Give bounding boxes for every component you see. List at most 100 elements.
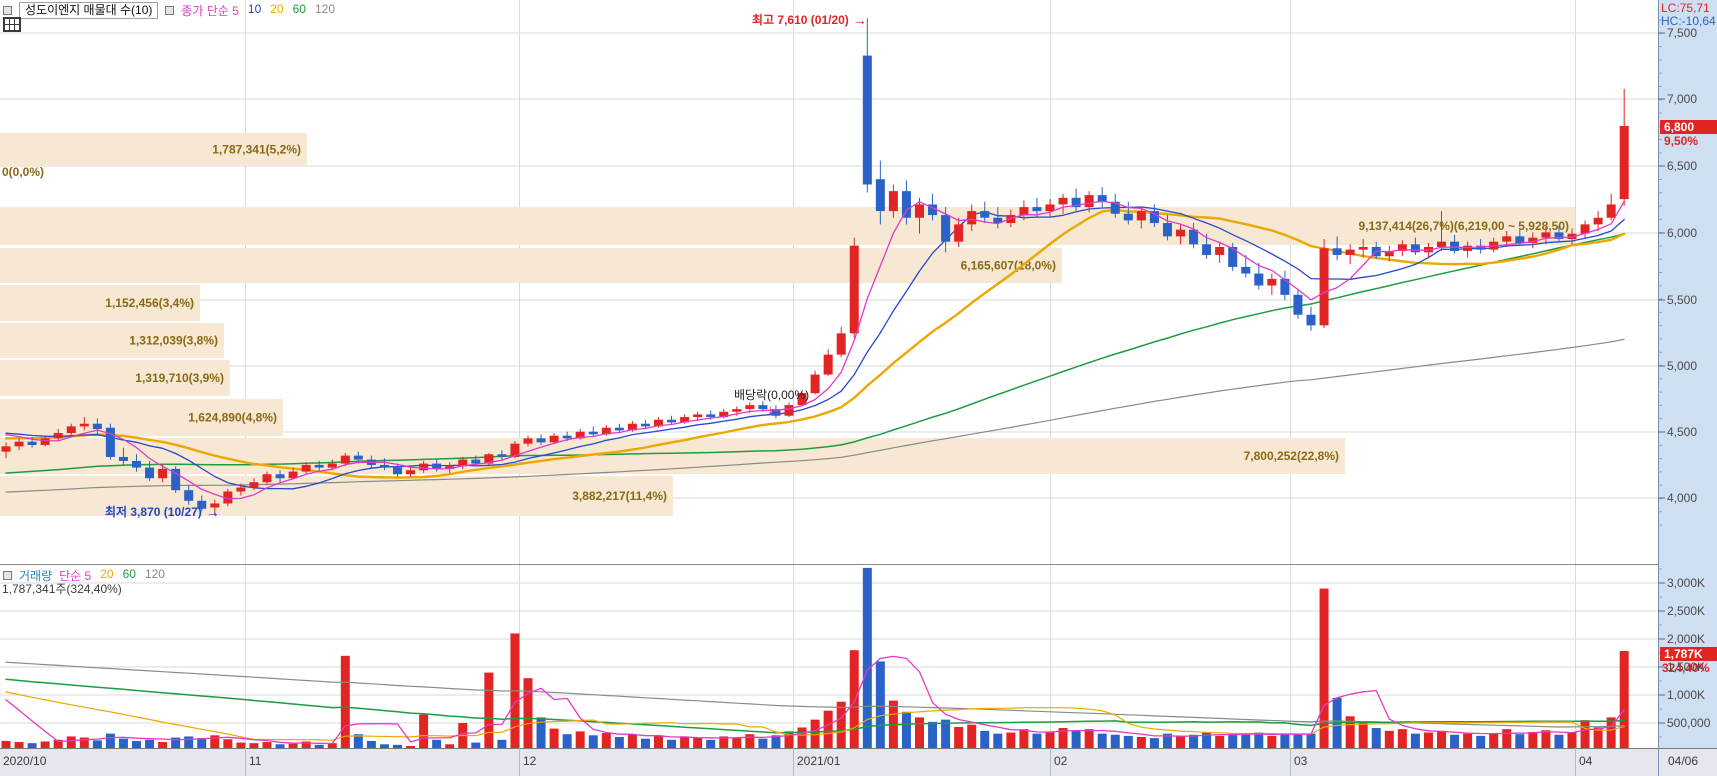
volume-bar [732, 738, 742, 748]
chart-title[interactable]: 성도이엔지 매물대 수(10) [19, 2, 159, 19]
volume-bar [118, 738, 128, 748]
candle-down [1515, 236, 1525, 243]
volume-bar [1476, 735, 1486, 748]
volume-bar [275, 744, 285, 748]
volume-profile-band-label: 1,152,456(3,4%) [105, 296, 194, 310]
candle-up [1593, 217, 1603, 225]
volume-bar [1541, 730, 1551, 748]
candle-down [314, 464, 324, 468]
volume-bar [1606, 717, 1616, 748]
candle-up [1358, 246, 1368, 250]
price-axis-label: 7,500 [1667, 26, 1698, 40]
candle-up [14, 441, 24, 447]
candle-down [862, 55, 872, 185]
candle-down [432, 463, 442, 469]
volume-axis-label: 2,000K [1667, 632, 1706, 646]
candle-down [1110, 201, 1120, 214]
candle-down [758, 405, 768, 410]
volume-axis-label: 1,000K [1667, 688, 1706, 702]
volume-bar [915, 717, 924, 748]
volume-ma-20-line [5, 691, 1625, 741]
candle-up [236, 487, 246, 492]
legend-bullet-icon [3, 6, 12, 15]
candle-down [1202, 244, 1212, 255]
candle-down [1306, 314, 1316, 326]
volume-bar [1032, 733, 1042, 748]
volume-bar [745, 734, 755, 748]
volume-bar [1593, 727, 1603, 748]
volume-bar [1384, 730, 1394, 748]
candle-down [145, 467, 155, 479]
grid-table-icon-button[interactable] [3, 17, 21, 32]
candle-down [1097, 195, 1107, 202]
volume-profile-band [0, 438, 1345, 474]
volume-profile-band [0, 133, 307, 166]
candle-down [614, 427, 624, 431]
volume-bar [1306, 733, 1316, 748]
candle-up [680, 417, 690, 423]
candle-down [640, 423, 650, 427]
candle-up [1580, 224, 1590, 234]
volume-profile-band [0, 207, 1575, 245]
candle-up [627, 423, 637, 431]
volume-bar [105, 733, 115, 748]
volume-bar [484, 672, 494, 748]
candle-up [1045, 204, 1055, 212]
volume-profile-band-label: 1,312,039(3,8%) [129, 334, 218, 348]
date-axis-label: 02 [1054, 754, 1068, 768]
volume-change-pct: 324,40% [1662, 661, 1710, 675]
current-volume-badge: 1,787K [1660, 647, 1717, 661]
volume-bar [1084, 729, 1094, 748]
candle-up [1136, 211, 1146, 221]
price-axis-label: 4,000 [1667, 491, 1698, 505]
volume-bar [549, 728, 559, 748]
candle-up [249, 482, 259, 488]
volume-bar [1149, 738, 1159, 748]
candle-up [849, 245, 859, 334]
candle-up [1019, 207, 1029, 216]
date-axis-label: 2021/01 [797, 754, 841, 768]
price-ma-legend-item: 10 [247, 2, 262, 16]
candle-up [1528, 237, 1538, 243]
volume-bar [445, 744, 455, 748]
volume-bar [1202, 732, 1212, 748]
volume-profile-band-label: 3,882,217(11,4%) [572, 489, 667, 503]
price-ma-legend: 종가 단순 5 10 20 60 120 [181, 2, 335, 19]
volume-bar [314, 744, 324, 748]
candle-up [340, 455, 350, 464]
candle-up [1384, 250, 1394, 257]
volume-bar [810, 719, 820, 748]
volume-bar [1123, 735, 1133, 748]
volume-bar [771, 735, 781, 748]
volume-bar [640, 738, 650, 748]
volume-bar [1619, 650, 1629, 748]
volume-bar [654, 735, 663, 748]
volume-bar [1, 740, 11, 748]
candle-down [1554, 232, 1564, 239]
volume-bar [262, 742, 272, 748]
price-ma-10-line [5, 206, 1625, 490]
volume-bar [627, 734, 637, 748]
volume-ma-legend: 단순 5 20 60 120 [59, 567, 165, 584]
candle-down [27, 441, 37, 445]
candle-up [1463, 245, 1473, 251]
price-ma-5-line [5, 200, 1625, 500]
volume-ma-5-line [5, 655, 1625, 745]
price-axis-label: 6,000 [1667, 226, 1698, 240]
volume-profile-band-label: 1,319,710(3,9%) [135, 371, 224, 385]
candle-down [1280, 278, 1290, 295]
volume-bar [1267, 735, 1277, 748]
volume-bar [1319, 588, 1329, 748]
candle-up [210, 503, 220, 508]
volume-bar [706, 739, 716, 748]
candle-up [406, 470, 416, 475]
volume-bar [366, 740, 376, 748]
price-ma-legend-item: 120 [314, 2, 335, 16]
volume-bar [1254, 732, 1264, 748]
candle-up [1058, 197, 1068, 205]
candle-down [184, 490, 194, 501]
volume-axis-label: 2,500K [1667, 604, 1706, 618]
volume-bar [406, 745, 416, 748]
